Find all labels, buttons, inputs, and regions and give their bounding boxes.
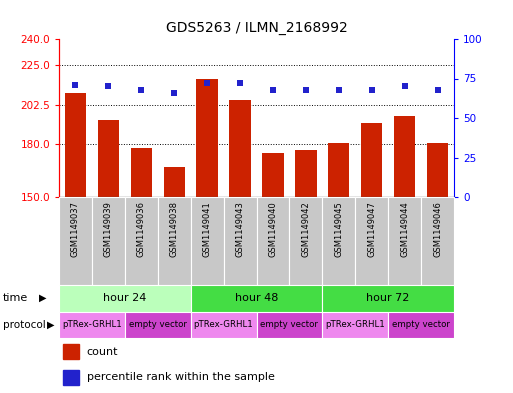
Text: GSM1149040: GSM1149040	[268, 201, 278, 257]
Title: GDS5263 / ILMN_2168992: GDS5263 / ILMN_2168992	[166, 21, 347, 35]
Text: protocol: protocol	[3, 320, 45, 330]
Point	[236, 80, 244, 86]
Bar	[92, 197, 125, 285]
Point	[137, 86, 145, 93]
Text: time: time	[3, 293, 28, 303]
Bar	[322, 312, 388, 338]
Text: GSM1149036: GSM1149036	[137, 201, 146, 257]
Bar	[59, 312, 125, 338]
Text: pTRex-GRHL1: pTRex-GRHL1	[325, 320, 385, 329]
Point	[401, 83, 409, 90]
Bar	[97, 120, 119, 197]
Text: ▶: ▶	[39, 293, 47, 303]
Text: GSM1149046: GSM1149046	[433, 201, 442, 257]
Bar	[164, 167, 185, 197]
Bar	[59, 197, 92, 285]
Point	[368, 86, 376, 93]
Text: GSM1149039: GSM1149039	[104, 201, 113, 257]
Point	[203, 80, 211, 86]
Text: GSM1149043: GSM1149043	[235, 201, 245, 257]
Bar	[289, 197, 322, 285]
Text: empty vector: empty vector	[261, 320, 319, 329]
Bar	[262, 153, 284, 197]
Point	[302, 86, 310, 93]
Text: ▶: ▶	[47, 320, 55, 330]
Text: GSM1149044: GSM1149044	[400, 201, 409, 257]
Text: GSM1149042: GSM1149042	[301, 201, 310, 257]
Text: empty vector: empty vector	[129, 320, 187, 329]
Text: GSM1149047: GSM1149047	[367, 201, 376, 257]
Bar	[131, 148, 152, 197]
Bar	[427, 143, 448, 197]
Text: hour 48: hour 48	[235, 293, 278, 303]
Bar	[322, 285, 454, 312]
Bar	[421, 197, 454, 285]
Text: hour 24: hour 24	[103, 293, 147, 303]
Point	[269, 86, 277, 93]
Point	[433, 86, 442, 93]
Bar	[361, 123, 382, 197]
Point	[71, 82, 80, 88]
Point	[170, 90, 179, 96]
Bar	[256, 312, 322, 338]
Point	[104, 83, 112, 90]
Text: empty vector: empty vector	[392, 320, 450, 329]
Bar	[256, 197, 289, 285]
Text: pTRex-GRHL1: pTRex-GRHL1	[62, 320, 122, 329]
Text: pTRex-GRHL1: pTRex-GRHL1	[194, 320, 253, 329]
Bar	[229, 101, 251, 197]
Text: GSM1149038: GSM1149038	[170, 201, 179, 257]
Bar	[125, 197, 158, 285]
Bar	[224, 197, 256, 285]
Bar	[394, 116, 416, 197]
Text: count: count	[87, 347, 118, 357]
Bar	[191, 312, 256, 338]
Bar	[355, 197, 388, 285]
Bar	[328, 143, 349, 197]
Bar	[63, 344, 79, 360]
Text: percentile rank within the sample: percentile rank within the sample	[87, 372, 274, 382]
Bar	[63, 370, 79, 385]
Text: GSM1149045: GSM1149045	[334, 201, 343, 257]
Bar	[388, 312, 454, 338]
Bar	[388, 197, 421, 285]
Bar	[196, 79, 218, 197]
Bar	[191, 285, 322, 312]
Bar	[322, 197, 355, 285]
Text: GSM1149037: GSM1149037	[71, 201, 80, 257]
Point	[334, 86, 343, 93]
Bar	[191, 197, 224, 285]
Bar	[158, 197, 191, 285]
Text: GSM1149041: GSM1149041	[203, 201, 212, 257]
Text: hour 72: hour 72	[366, 293, 410, 303]
Bar	[125, 312, 191, 338]
Bar	[65, 94, 86, 197]
Bar	[295, 150, 317, 197]
Bar	[59, 285, 191, 312]
